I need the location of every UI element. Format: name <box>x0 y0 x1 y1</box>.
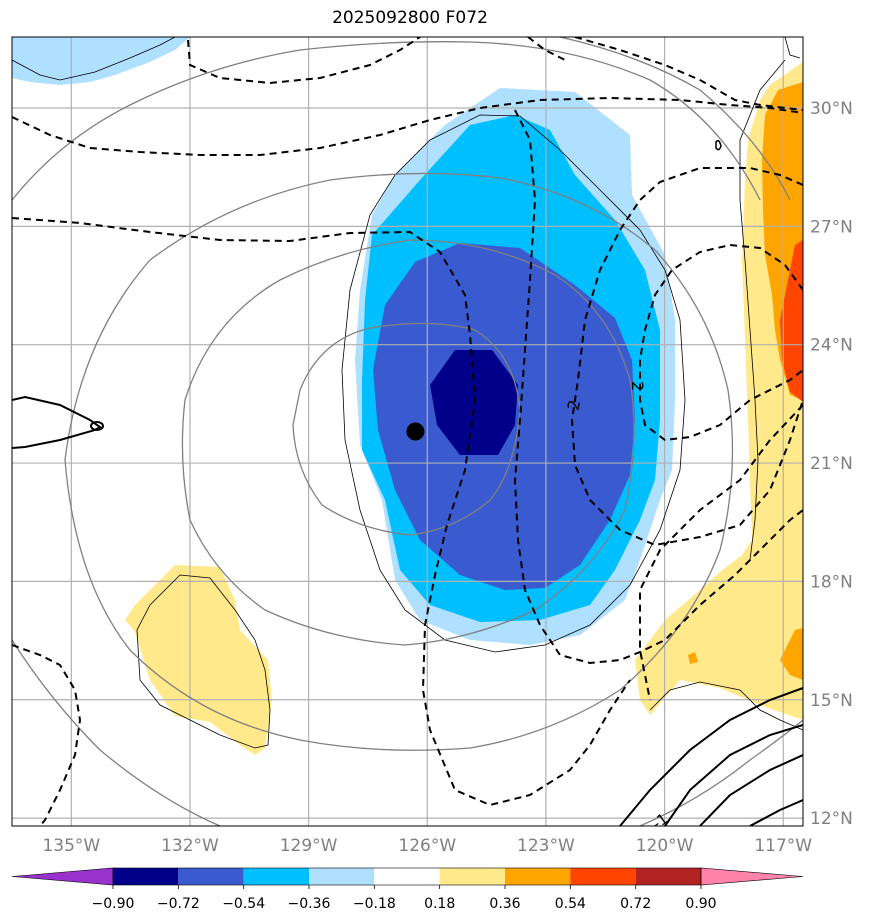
colorbar-segment <box>374 868 440 885</box>
latitude-tick-labels: 12°N 15°N 18°N 21°N 24°N 27°N 30°N <box>810 99 853 829</box>
colorbar-tick-label: 0.72 <box>620 896 651 912</box>
colorbar-tick-label: 0.18 <box>424 896 455 912</box>
lon-tick-label: 126°W <box>398 836 456 856</box>
lat-tick-label: 12°N <box>810 809 853 829</box>
longitude-tick-labels: 135°W 132°W 129°W 126°W 123°W 120°W 117°W <box>42 836 812 856</box>
plot-frame <box>11 36 804 827</box>
lon-tick-label: 129°W <box>280 836 338 856</box>
map-title: 2025092800 F072 <box>332 8 488 28</box>
colorbar-tick-label: 0.36 <box>489 896 520 912</box>
colorbar-tick-label: −0.36 <box>288 896 331 912</box>
storm-center-marker <box>406 422 425 441</box>
contour-label-2-a: 2 <box>564 398 585 412</box>
lon-tick-label: 123°W <box>517 836 575 856</box>
plot-area: 2 2 -1 <box>12 37 803 826</box>
colorbar-outline <box>112 867 702 886</box>
lon-tick-label: 132°W <box>161 836 219 856</box>
colorbar-segment <box>635 868 701 885</box>
lat-tick-label: 15°N <box>810 691 853 711</box>
colorbar-tick-label: −0.90 <box>92 896 135 912</box>
lat-tick-label: 18°N <box>810 572 853 592</box>
colorbar-segment <box>505 868 571 885</box>
lon-tick-label: 117°W <box>754 836 812 856</box>
colorbar-tick-label: 0.54 <box>555 896 586 912</box>
colorbar-extend-low <box>11 867 114 886</box>
lat-tick-label: 24°N <box>810 336 853 356</box>
colorbar-tick-label: −0.18 <box>353 896 396 912</box>
colorbar-segment <box>178 868 244 885</box>
lat-tick-label: 30°N <box>810 99 853 119</box>
lon-tick-label: 120°W <box>636 836 694 856</box>
solid-contours <box>12 139 803 826</box>
colorbar-segment <box>113 868 179 885</box>
colorbar-segment <box>243 868 309 885</box>
colorbar-extend-high <box>700 867 804 886</box>
dashed-contours <box>12 37 803 826</box>
lat-tick-label: 27°N <box>810 217 853 237</box>
colorbar-segment <box>439 868 505 885</box>
colorbar-tick-label: 0.90 <box>685 896 716 912</box>
colorbar-tick-label: −0.54 <box>222 896 265 912</box>
contour-label-2-b: 2 <box>628 381 647 391</box>
colorbar-segment <box>309 868 375 885</box>
lat-tick-label: 21°N <box>810 454 853 474</box>
gray-contours <box>12 37 803 826</box>
lon-tick-label: 135°W <box>42 836 100 856</box>
colorbar: −0.90 −0.72 −0.54 −0.36 −0.18 0.18 0.36 0.54 0.7… <box>11 867 804 912</box>
gridlines <box>12 37 803 826</box>
colorbar-tick-label: −0.72 <box>157 896 200 912</box>
colorbar-segment <box>570 868 636 885</box>
thin-contours <box>12 37 803 749</box>
